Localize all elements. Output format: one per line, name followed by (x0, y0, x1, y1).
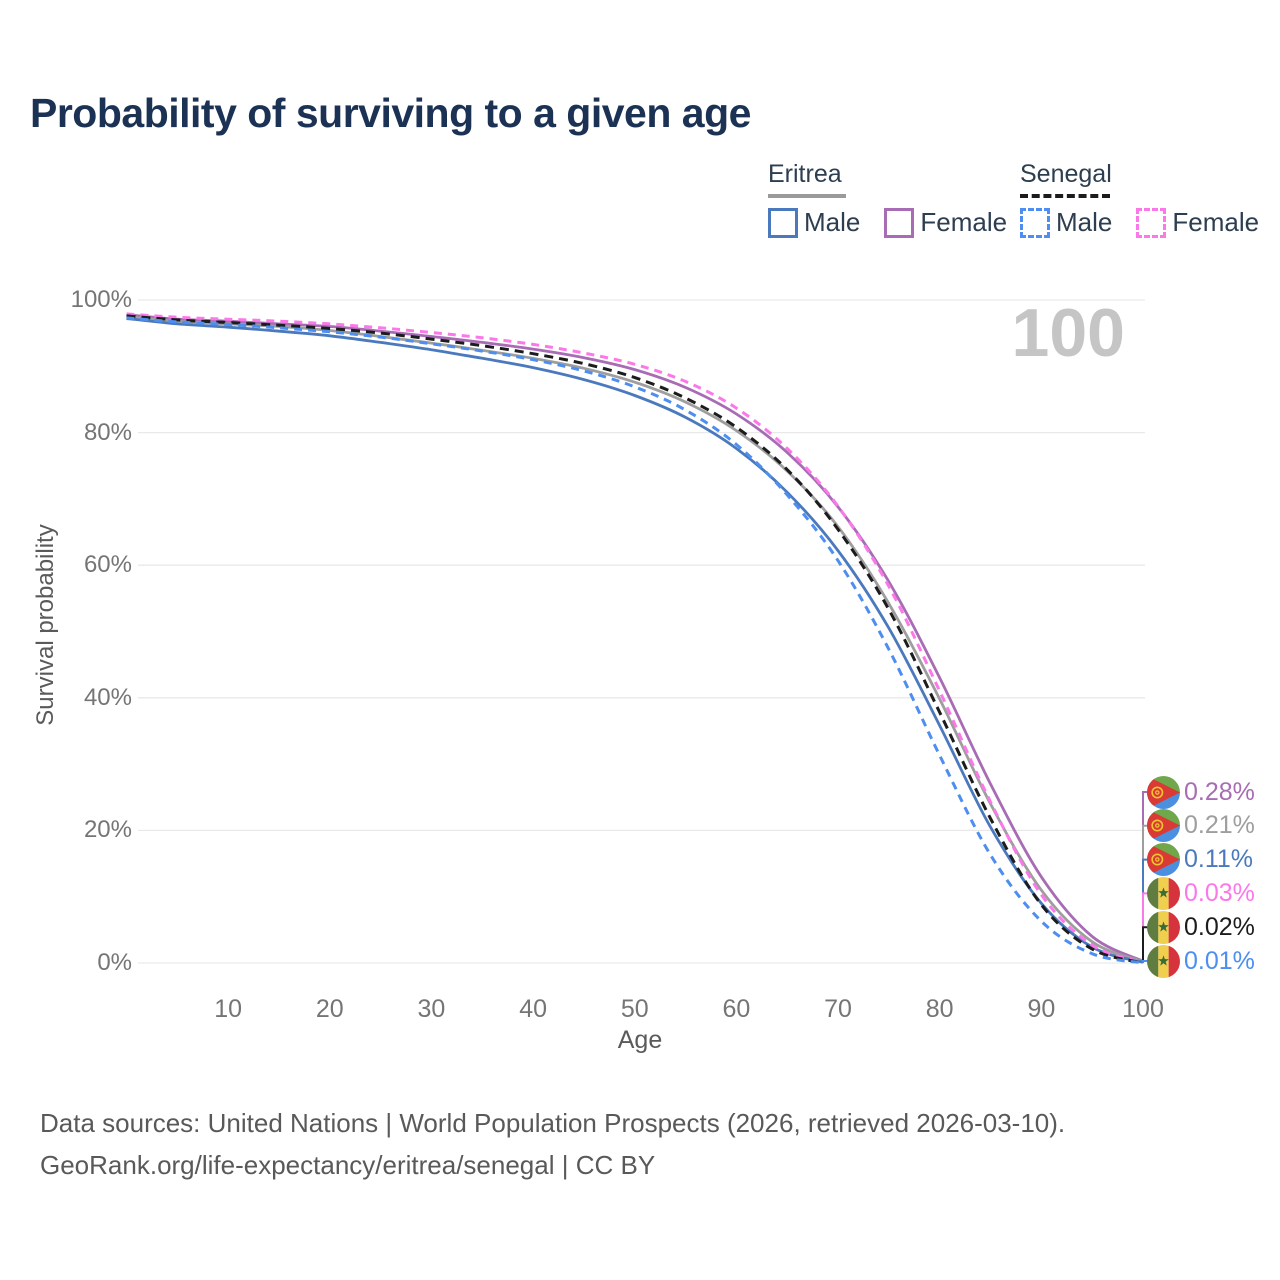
eritrea-female-swatch-icon[interactable] (884, 207, 915, 238)
x-axis-label: Age (617, 1026, 663, 1054)
end-value-senegal-both-sexes: 0.02% (1184, 912, 1255, 941)
y-tick-40%: 40% (83, 683, 132, 711)
end-label-row-senegal-male: 0.01% (1147, 944, 1255, 978)
series-line-senegal-male[interactable] (126, 316, 1144, 965)
series-line-eritrea-both-sexes[interactable] (126, 315, 1144, 963)
x-tick-30: 30 (417, 995, 446, 1023)
y-tick-80%: 80% (83, 418, 132, 446)
legend-item-eritrea-male[interactable]: Male (768, 207, 860, 238)
legend-item-senegal-male[interactable]: Male (1020, 207, 1112, 238)
x-tick-100: 100 (1122, 995, 1164, 1023)
x-tick-20: 20 (315, 995, 344, 1023)
senegal-flag-icon (1147, 910, 1180, 944)
series-line-eritrea-female[interactable] (126, 313, 1144, 963)
eritrea-male-swatch-icon[interactable] (768, 207, 798, 238)
x-tick-10: 10 (214, 995, 243, 1023)
legend-underline-eritrea (768, 194, 846, 198)
end-value-eritrea-both-sexes: 0.21% (1184, 811, 1255, 840)
legend-label-eritrea-female: Female (920, 207, 1008, 237)
legend-item-eritrea-female[interactable]: Female (884, 207, 1007, 238)
end-label-row-senegal-both-sexes: 0.02% (1147, 910, 1255, 944)
senegal-flag-icon (1147, 876, 1180, 910)
senegal-female-swatch-icon[interactable] (1136, 207, 1167, 238)
y-tick-20%: 20% (83, 816, 132, 844)
x-tick-60: 60 (722, 995, 751, 1023)
hover-age-watermark: 100 (1011, 295, 1125, 371)
legend-header-senegal: Senegal (1020, 160, 1112, 188)
footer-sources: Data sources: United Nations | World Pop… (40, 1108, 1066, 1138)
x-tick-90: 90 (1027, 995, 1056, 1023)
legend-label-senegal-female: Female (1172, 207, 1260, 237)
end-label-row-eritrea-both-sexes: 0.21% (1147, 809, 1255, 843)
series-line-senegal-both-sexes[interactable] (126, 314, 1144, 965)
end-label-row-eritrea-male: 0.11% (1147, 843, 1253, 877)
page-title: Probability of surviving to a given age (30, 90, 751, 136)
end-label-row-senegal-female: 0.03% (1147, 876, 1255, 910)
y-tick-0%: 0% (97, 949, 132, 976)
series-line-eritrea-male[interactable] (126, 317, 1144, 964)
end-value-senegal-male: 0.01% (1184, 946, 1255, 975)
end-value-eritrea-male: 0.11% (1184, 845, 1254, 874)
eritrea-flag-icon (1147, 809, 1180, 843)
footer-attribution: GeoRank.org/life-expectancy/eritrea/sene… (40, 1150, 656, 1180)
eritrea-flag-icon (1147, 843, 1180, 877)
x-tick-50: 50 (620, 995, 649, 1023)
legend-label-senegal-male: Male (1056, 207, 1113, 237)
x-tick-40: 40 (519, 995, 547, 1023)
legend-label-eritrea-male: Male (804, 207, 861, 237)
senegal-flag-icon (1147, 944, 1180, 978)
senegal-male-swatch-icon[interactable] (1020, 207, 1050, 238)
y-tick-100%: 100% (70, 286, 132, 313)
legend-group-senegal: Senegal Male Female (1020, 160, 1259, 238)
legend-underline-senegal (1020, 194, 1110, 198)
end-value-senegal-female: 0.03% (1184, 878, 1255, 907)
legend-item-senegal-female[interactable]: Female (1136, 207, 1259, 238)
end-value-eritrea-female: 0.28% (1184, 777, 1255, 806)
x-tick-80: 80 (925, 995, 954, 1023)
series-line-senegal-female[interactable] (126, 312, 1144, 965)
end-label-row-eritrea-female: 0.28% (1147, 775, 1255, 809)
x-tick-70: 70 (824, 995, 852, 1023)
legend-header-eritrea: Eritrea (768, 160, 842, 188)
eritrea-flag-icon (1147, 775, 1180, 809)
y-tick-60%: 60% (83, 551, 132, 579)
legend-group-eritrea: Eritrea Male Female (768, 160, 1007, 238)
